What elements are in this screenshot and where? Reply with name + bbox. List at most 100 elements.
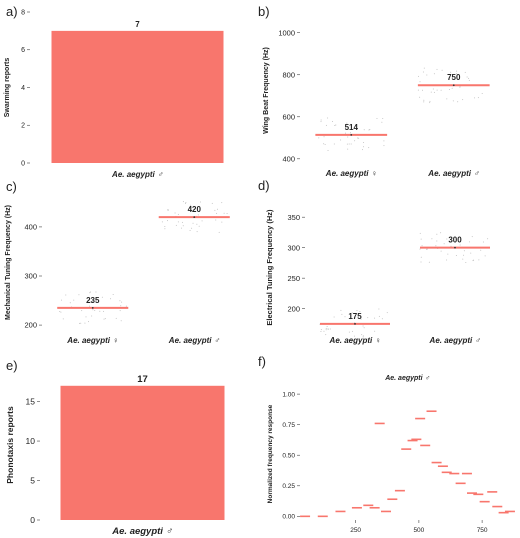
- jitter-point: [65, 294, 67, 296]
- jitter-point: [468, 79, 470, 81]
- chart-title: Ae. aegypti ♂: [384, 375, 430, 382]
- jitter-point: [161, 221, 163, 223]
- jitter-point: [346, 143, 348, 145]
- jitter-point: [423, 101, 425, 103]
- jitter-point: [374, 317, 376, 319]
- jitter-point: [436, 233, 438, 235]
- jitter-point: [361, 334, 363, 336]
- jitter-point: [198, 225, 200, 227]
- jitter-point: [419, 96, 421, 98]
- jitter-point: [481, 92, 483, 94]
- jitter-point: [344, 132, 346, 134]
- jitter-point: [110, 298, 112, 300]
- jitter-point: [89, 291, 91, 293]
- jitter-point: [182, 225, 184, 227]
- jitter-point: [462, 258, 464, 260]
- y-axis-label: Electrical Tuning Frequency (Hz): [265, 209, 274, 326]
- jitter-point: [455, 255, 457, 257]
- jitter-point: [368, 129, 370, 131]
- jitter-point: [325, 334, 327, 336]
- jitter-point: [190, 204, 192, 206]
- jitter-point: [478, 259, 480, 261]
- jitter-point: [440, 250, 442, 252]
- jitter-point: [436, 89, 438, 91]
- jitter-point: [362, 336, 364, 338]
- jitter-point: [327, 117, 329, 119]
- jitter-point: [482, 241, 484, 243]
- jitter-point: [348, 143, 350, 145]
- jitter-point: [320, 121, 322, 123]
- jitter-point: [192, 222, 194, 224]
- jitter-point: [432, 88, 434, 90]
- jitter-point: [452, 100, 454, 102]
- y-tick-label: 15: [26, 397, 36, 407]
- jitter-point: [419, 232, 421, 234]
- jitter-point: [378, 315, 380, 317]
- jitter-point: [426, 74, 428, 76]
- jitter-point: [459, 86, 461, 88]
- jitter-point: [456, 70, 458, 72]
- jitter-point: [320, 329, 322, 331]
- jitter-point: [440, 89, 442, 91]
- jitter-point: [451, 87, 453, 89]
- y-tick-label: 600: [282, 112, 295, 121]
- jitter-point: [81, 310, 83, 312]
- jitter-point: [177, 213, 179, 215]
- jitter-point: [446, 238, 448, 240]
- jitter-point: [429, 100, 431, 102]
- bar: [51, 30, 224, 163]
- jitter-point: [383, 145, 385, 147]
- jitter-point: [185, 202, 187, 204]
- jitter-point: [463, 254, 465, 256]
- jitter-point: [196, 231, 198, 233]
- jitter-point: [435, 245, 437, 247]
- jitter-point: [363, 129, 365, 131]
- y-tick-label: 200: [287, 304, 300, 313]
- jitter-point: [323, 143, 325, 145]
- jitter-point: [465, 261, 467, 263]
- jitter-point: [363, 327, 365, 329]
- jitter-point: [450, 71, 452, 73]
- y-tick-label: 0.00: [282, 514, 295, 521]
- jitter-point: [470, 252, 472, 254]
- jitter-point: [468, 77, 470, 79]
- jitter-point: [320, 331, 322, 333]
- jitter-point: [447, 253, 449, 255]
- chart-panel-4: d) 200 250 300 350 Electrical Tuning Frequenc…: [258, 178, 490, 345]
- jitter-point: [430, 91, 432, 93]
- x-tick-label: Ae. aegypti ♂: [111, 526, 172, 537]
- x-tick-label: Ae. aegypti ♀: [66, 336, 118, 345]
- jitter-point: [78, 294, 80, 296]
- y-tick-label: 0: [30, 515, 35, 525]
- jitter-point: [112, 293, 114, 295]
- jitter-point: [320, 119, 322, 121]
- jitter-point: [429, 102, 431, 104]
- jitter-point: [455, 73, 457, 75]
- data-label: 300: [448, 236, 462, 245]
- jitter-point: [331, 120, 333, 122]
- jitter-point: [164, 228, 166, 230]
- jitter-point: [419, 248, 421, 250]
- jitter-point: [221, 202, 223, 204]
- jitter-point: [419, 81, 421, 83]
- jitter-point: [167, 209, 169, 211]
- jitter-point: [331, 338, 333, 340]
- jitter-point: [120, 320, 122, 322]
- jitter-point: [422, 71, 424, 73]
- jitter-point: [450, 245, 452, 247]
- jitter-point: [121, 301, 123, 303]
- chart-panel-3: c) 200 300 400 Mechanical Tuning Frequency (…: [5, 179, 230, 345]
- jitter-point: [356, 310, 358, 312]
- jitter-point: [189, 229, 191, 231]
- data-label: 17: [137, 374, 148, 385]
- jitter-point: [174, 212, 176, 214]
- y-tick-label: 250: [287, 274, 300, 283]
- jitter-point: [433, 91, 435, 93]
- jitter-point: [352, 330, 354, 332]
- jitter-point: [182, 201, 184, 203]
- jitter-point: [85, 316, 87, 318]
- y-tick-label: 4: [21, 85, 25, 92]
- chart-panel-6: f) 0.00 0.25 0.50 0.75 1.00 Normalized frequen…: [258, 354, 515, 534]
- jitter-point: [92, 309, 94, 311]
